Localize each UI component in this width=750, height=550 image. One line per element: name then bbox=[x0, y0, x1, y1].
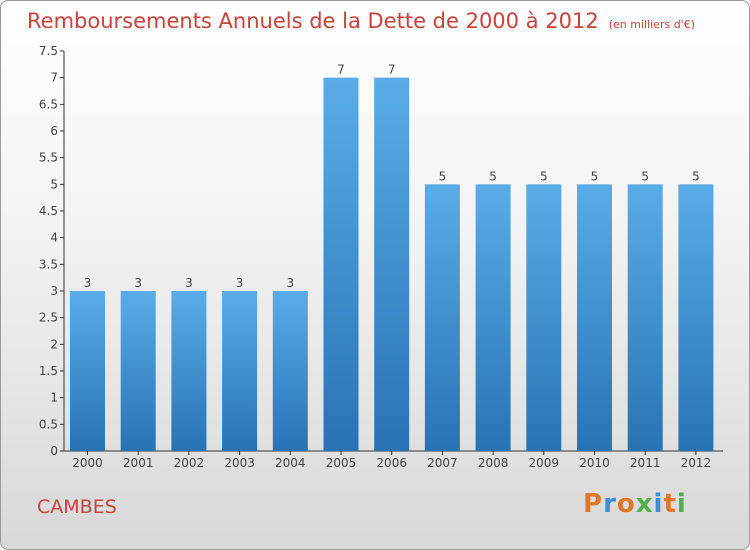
x-tick-label: 2010 bbox=[579, 456, 610, 470]
unit-label: (en milliers d'€) bbox=[608, 18, 695, 31]
bar bbox=[526, 184, 562, 452]
bar bbox=[171, 291, 207, 451]
x-tick-label: 2002 bbox=[174, 456, 205, 470]
x-tick-label: 2012 bbox=[681, 456, 712, 470]
data-label: 5 bbox=[641, 169, 649, 183]
y-tick-label: 0.5 bbox=[39, 417, 58, 431]
data-label: 5 bbox=[692, 169, 700, 183]
bar bbox=[323, 77, 359, 452]
data-label: 5 bbox=[591, 169, 599, 183]
data-label: 7 bbox=[337, 63, 345, 77]
logo-letter: i bbox=[653, 489, 664, 519]
bar bbox=[627, 184, 663, 452]
bar bbox=[475, 184, 511, 452]
data-label: 3 bbox=[134, 276, 142, 290]
y-tick-label: 5.5 bbox=[39, 151, 58, 165]
axes: 0 0.5 1 1.5 2 2.5 3 3.5 4 4.5 5 5.5 6 6.5 7 7.5 bbox=[39, 44, 723, 458]
town-name: CAMBES bbox=[37, 496, 117, 518]
data-label: 3 bbox=[236, 276, 244, 290]
logo-letter: r bbox=[603, 489, 617, 519]
y-tick-label: 5 bbox=[50, 177, 58, 191]
y-tick-label: 6.5 bbox=[39, 97, 58, 111]
y-tick-label: 4 bbox=[50, 231, 58, 245]
y-tick-label: 6 bbox=[50, 124, 58, 138]
data-label: 3 bbox=[185, 276, 193, 290]
data-label: 5 bbox=[540, 169, 548, 183]
x-tick-label: 2007 bbox=[427, 456, 458, 470]
proxiti-logo[interactable]: Proxiti bbox=[583, 489, 687, 519]
bar bbox=[374, 77, 410, 452]
y-tick-label: 3 bbox=[50, 284, 58, 298]
x-tick-label: 2009 bbox=[529, 456, 560, 470]
chart-title: Remboursements Annuels de la Dette de 20… bbox=[27, 9, 695, 33]
bar bbox=[272, 291, 308, 451]
bar bbox=[577, 184, 612, 452]
logo-letter: P bbox=[583, 489, 604, 519]
data-label: 7 bbox=[388, 63, 396, 77]
y-tick-label: 2.5 bbox=[39, 311, 58, 325]
data-label: 5 bbox=[439, 169, 447, 183]
x-tick-label: 2006 bbox=[376, 456, 407, 470]
bar bbox=[70, 291, 105, 451]
x-tick-label: 2001 bbox=[123, 456, 154, 470]
logo-letter: i bbox=[676, 489, 687, 519]
x-tick-label: 2000 bbox=[72, 456, 103, 470]
bar bbox=[222, 291, 258, 451]
logo-letter: x bbox=[635, 489, 654, 519]
y-tick-label: 3.5 bbox=[39, 257, 58, 271]
y-tick-label: 7.5 bbox=[39, 44, 58, 58]
y-tick-label: 1.5 bbox=[39, 364, 58, 378]
x-tick-label: 2004 bbox=[275, 456, 306, 470]
data-label: 3 bbox=[84, 276, 92, 290]
y-tick-label: 1 bbox=[50, 391, 58, 405]
logo-letter: o bbox=[616, 489, 636, 519]
bar bbox=[120, 291, 156, 451]
y-tick-label: 2 bbox=[50, 337, 58, 351]
y-tick-label: 0 bbox=[50, 444, 58, 458]
chart-title-text: Remboursements Annuels de la Dette de 20… bbox=[27, 9, 599, 33]
x-tick-label: 2011 bbox=[630, 456, 661, 470]
bar bbox=[678, 184, 714, 452]
data-label: 3 bbox=[286, 276, 294, 290]
labels: 3 2000 3 2001 3 2002 3 2003 3 2004 7 2005 7 2006 5 2007… bbox=[72, 63, 711, 470]
data-label: 5 bbox=[489, 169, 497, 183]
bars bbox=[70, 77, 714, 452]
x-tick-label: 2005 bbox=[326, 456, 357, 470]
x-tick-label: 2008 bbox=[478, 456, 509, 470]
x-tick-label: 2003 bbox=[224, 456, 255, 470]
y-tick-label: 7 bbox=[50, 71, 58, 85]
logo-letter: t bbox=[663, 489, 677, 519]
y-tick-label: 4.5 bbox=[39, 204, 58, 218]
bar bbox=[424, 184, 460, 452]
